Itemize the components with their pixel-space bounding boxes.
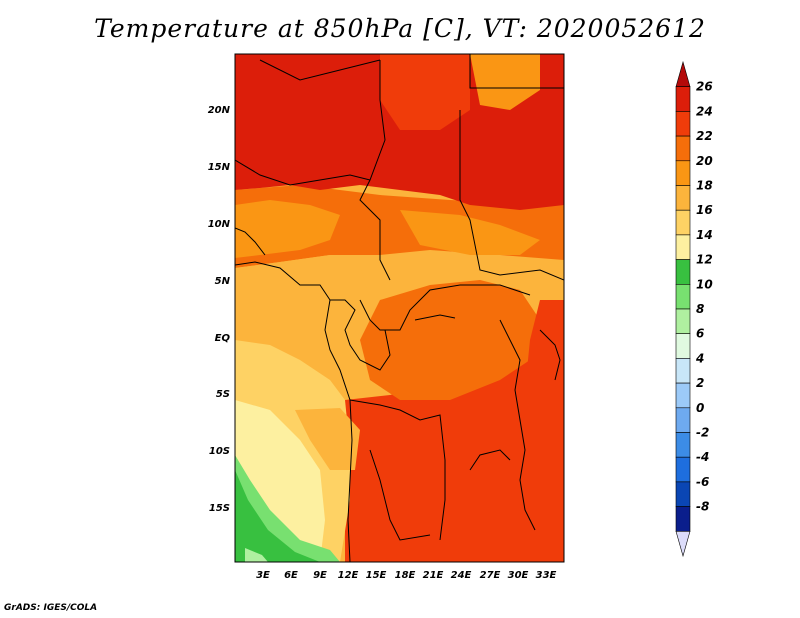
colorbar-swatch: [675, 382, 691, 409]
colorbar-swatch: [675, 185, 691, 211]
colorbar-label: 18: [696, 179, 713, 193]
sudan-border: [459, 110, 564, 281]
lon-label: 27E: [480, 570, 501, 581]
lat-label: 15N: [208, 162, 231, 173]
lon-label: 30E: [508, 570, 529, 581]
lon-label: 3E: [256, 570, 270, 581]
lon-label: 12E: [338, 570, 359, 581]
lon-label: 6E: [284, 570, 298, 581]
map-frame: [234, 53, 565, 563]
colorbar-swatch: [675, 86, 691, 112]
field-coolest: [245, 548, 268, 562]
car-border: [359, 284, 531, 331]
angola-border: [349, 399, 446, 541]
lat-label: EQ: [215, 333, 231, 344]
field-chad-mid: [400, 210, 540, 255]
footer-credit: GrADS: IGES/COLA: [4, 603, 98, 613]
zambia-border: [369, 449, 431, 541]
colorbar-swatch: [675, 111, 691, 137]
rift-lakes: [499, 319, 536, 531]
colorbar-label: 14: [696, 228, 713, 242]
lake-segment: [469, 449, 511, 471]
lon-label: 33E: [536, 570, 557, 581]
colorbar-label: -6: [696, 475, 709, 489]
lake-victoria: [539, 329, 561, 381]
sahel-border: [235, 159, 371, 186]
colorbar-label: 12: [696, 253, 713, 267]
colorbar-label: 16: [696, 203, 713, 217]
colorbar-label: -2: [696, 426, 709, 440]
colorbar-swatch: [675, 530, 691, 558]
colorbar-swatch: [675, 234, 691, 260]
colorbar-swatch: [675, 60, 691, 87]
colorbar-label: 6: [696, 327, 704, 341]
lon-label: 9E: [313, 570, 327, 581]
colorbar-swatch: [675, 308, 691, 335]
field-libya: [380, 54, 470, 130]
lat-label: 10S: [209, 446, 230, 457]
coastlines-borders: [235, 54, 564, 562]
lat-axis: 20N 15N 10N 5N EQ 5S 10S 15S: [208, 105, 231, 514]
colorbar-label: 22: [696, 129, 713, 143]
colorbar-swatch: [675, 160, 691, 186]
colorbar-label: 10: [696, 277, 713, 291]
colorbar-swatch: [675, 283, 691, 310]
lat-label: 20N: [208, 105, 231, 116]
lon-label: 24E: [451, 570, 472, 581]
niger-chad-border: [359, 60, 391, 281]
field-egypt: [470, 54, 540, 110]
lat-label: 5N: [215, 276, 231, 287]
lon-label: 21E: [423, 570, 444, 581]
field-nigeria-gulf: [235, 255, 370, 340]
field-congo: [360, 280, 540, 400]
colorbar-label: 24: [696, 104, 713, 118]
colorbar-swatch: [675, 506, 691, 532]
lat-label: 15S: [209, 503, 230, 514]
field-east-hot: [525, 300, 564, 470]
colorbar-swatch: [675, 481, 691, 507]
colorbar-label: -4: [696, 450, 709, 464]
west-border: [235, 227, 266, 256]
colorbar-swatch: [675, 333, 691, 359]
gabon-border: [330, 299, 391, 371]
colorbar-swatch: [675, 358, 691, 384]
field-west-sahel: [235, 200, 340, 258]
lon-label: 15E: [366, 570, 387, 581]
temperature-field: [235, 54, 564, 562]
colorbar-label: 20: [696, 154, 713, 168]
chart-title: Temperature at 850hPa [C], VT: 202005261…: [94, 14, 706, 43]
colorbar-swatch: [675, 456, 691, 483]
lat-label: 10N: [208, 219, 231, 230]
lon-axis: 3E 6E 9E 12E 15E 18E 21E 24E 27E 30E 33E: [256, 570, 556, 581]
field-southeast-warm: [345, 350, 564, 562]
colorbar-label: 4: [695, 351, 704, 365]
colorbar-label: 8: [696, 302, 704, 316]
colorbar-swatch: [675, 432, 691, 458]
colorbar-swatch: [675, 259, 691, 285]
field-angola-patch: [295, 408, 360, 470]
colorbar-swatch: [675, 135, 691, 162]
west-coastline: [235, 261, 353, 562]
algeria-border: [259, 59, 381, 81]
field-cool: [235, 470, 320, 562]
colorbar-label: -8: [696, 500, 709, 514]
river-segment: [414, 314, 456, 321]
lon-label: 18E: [395, 570, 416, 581]
colorbar-label: 2: [696, 376, 704, 390]
colorbar-swatch: [675, 407, 691, 433]
colorbar-swatch: [675, 209, 691, 236]
colorbar-label: 26: [696, 80, 713, 94]
lat-label: 5S: [216, 389, 230, 400]
colorbar-label: 0: [696, 401, 704, 415]
egypt-border: [469, 54, 564, 89]
